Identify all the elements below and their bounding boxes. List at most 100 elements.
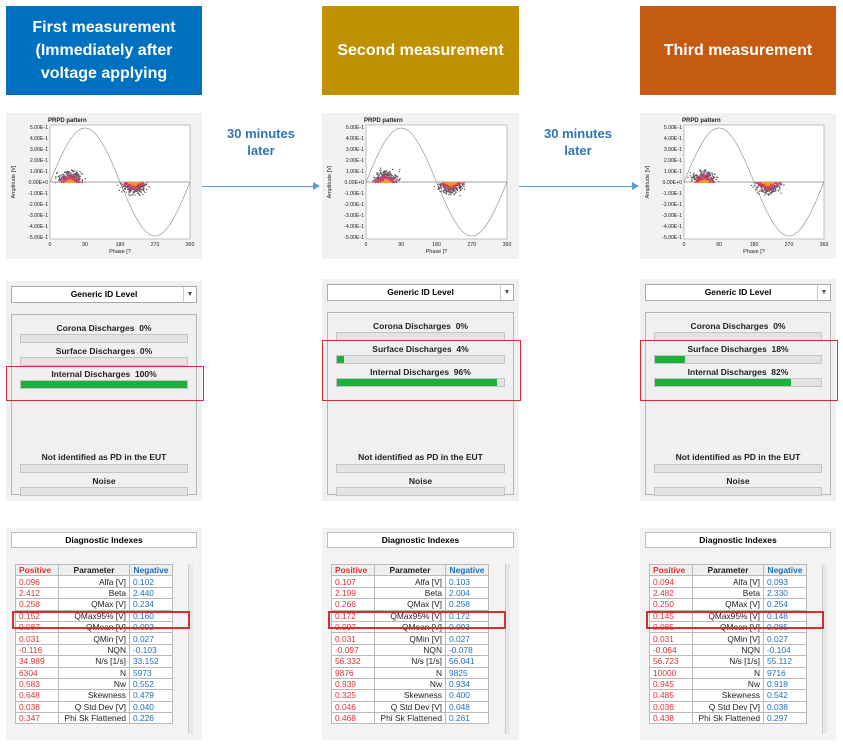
diagnostic-title: Diagnostic Indexes bbox=[11, 532, 197, 548]
positive-value: 0.438 bbox=[649, 712, 693, 725]
positive-value: 2.412 bbox=[15, 586, 59, 600]
parameter-name: QMax [V] bbox=[58, 598, 130, 611]
y-tick-label: -4.00E-1 bbox=[662, 224, 682, 230]
table-row: 0.347 Phi Sk Flattened 0.226 bbox=[15, 712, 173, 725]
positive-value: 0.031 bbox=[331, 632, 375, 645]
corona-label: Corona Discharges 0% bbox=[690, 321, 786, 331]
y-tick-label: -3.00E-1 bbox=[662, 213, 682, 219]
highlight-box-internal-3 bbox=[640, 340, 838, 401]
parameter-name: Alfa [V] bbox=[692, 575, 764, 588]
parameter-name: QMax [V] bbox=[692, 598, 764, 611]
y-tick-label: -2.00E-1 bbox=[344, 202, 364, 208]
not-identified-bar bbox=[336, 464, 505, 473]
y-tick-label: 5.00E-1 bbox=[346, 125, 364, 131]
pd-scatter bbox=[687, 169, 785, 196]
pd-scatter bbox=[55, 169, 150, 197]
parameter-name: NQN bbox=[58, 643, 130, 657]
col-negative: Negative bbox=[129, 563, 173, 577]
table-scrollbar[interactable] bbox=[188, 564, 193, 734]
noise-label: Noise bbox=[92, 476, 116, 486]
x-tick-label: 270 bbox=[467, 242, 476, 248]
parameter-name: Skewness bbox=[58, 689, 130, 702]
parameter-name: Skewness bbox=[374, 689, 446, 702]
positive-value: 6304 bbox=[15, 666, 59, 679]
sine-reference-curve bbox=[683, 127, 825, 237]
pd-scatter bbox=[372, 167, 466, 197]
chevron-down-icon[interactable]: ▼ bbox=[183, 287, 196, 302]
diagnostic-table: Positive Parameter Negative 0.096 Alfa [V… bbox=[15, 563, 173, 725]
parameter-name: Beta bbox=[692, 586, 764, 600]
negative-value: 0.027 bbox=[763, 632, 807, 645]
negative-value: 9825 bbox=[445, 666, 489, 679]
positive-value: 0.096 bbox=[15, 575, 59, 588]
y-tick-label: 2.00E-1 bbox=[30, 158, 48, 164]
chevron-down-icon[interactable]: ▼ bbox=[500, 285, 513, 300]
header-third-measurement: Third measurement bbox=[640, 6, 836, 95]
y-tick-label: 0.00E+0 bbox=[663, 180, 683, 186]
generic-id-level-select[interactable]: Generic ID Level ▼ bbox=[327, 284, 514, 301]
table-scrollbar[interactable] bbox=[505, 564, 510, 734]
y-tick-label: 0.00E+0 bbox=[29, 180, 49, 186]
prpd-plot-3: PRPD pattern 5.00E-1 4.00E-1 3.00E-1 2.00E-1… bbox=[640, 113, 836, 259]
table-row: 0.250 QMax [V] 0.254 bbox=[649, 598, 807, 611]
y-tick-label: -1.00E-1 bbox=[662, 191, 682, 197]
chevron-down-icon[interactable]: ▼ bbox=[817, 285, 830, 300]
parameter-name: QMin [V] bbox=[692, 632, 764, 645]
y-tick-label: 2.00E-1 bbox=[346, 158, 364, 164]
positive-value: 0.945 bbox=[649, 677, 693, 691]
noise-label: Noise bbox=[408, 476, 433, 486]
table-row: 0.266 QMax [V] 0.258 bbox=[331, 598, 489, 611]
diagnostic-table: Positive Parameter Negative 0.094 Alfa [V… bbox=[649, 563, 807, 725]
y-tick-label: 1.00E-1 bbox=[30, 169, 48, 175]
x-tick-label: 0 bbox=[683, 242, 686, 248]
x-tick-label: 0 bbox=[365, 242, 368, 248]
parameter-name: QMin [V] bbox=[374, 632, 446, 645]
negative-value: 0.400 bbox=[445, 689, 489, 702]
col-negative: Negative bbox=[763, 563, 807, 577]
positive-value: 10000 bbox=[649, 666, 693, 679]
surface-label: Surface Discharges 18% bbox=[687, 344, 789, 354]
generic-id-level-select[interactable]: Generic ID Level ▼ bbox=[11, 286, 197, 303]
parameter-name: Alfa [V] bbox=[374, 575, 446, 588]
positive-value: 0.648 bbox=[15, 689, 59, 702]
not-identified-label: Not identified as PD in the EUT bbox=[675, 452, 801, 462]
parameter-name: Nw bbox=[692, 677, 764, 691]
diagnostic-panel-3: Diagnostic Indexes Positive Parameter Ne… bbox=[640, 528, 836, 740]
header-first-measurement: First measurement (Immediately after vol… bbox=[6, 6, 202, 95]
negative-value: 0.103 bbox=[445, 575, 489, 588]
negative-value: 0.040 bbox=[129, 700, 173, 714]
negative-value: 0.048 bbox=[445, 700, 489, 714]
negative-value: 0.226 bbox=[129, 712, 173, 725]
y-tick-label: 5.00E-1 bbox=[30, 125, 48, 131]
col-parameter: Parameter bbox=[692, 563, 764, 577]
table-row: 0.258 QMax [V] 0.234 bbox=[15, 598, 173, 611]
corona-bar bbox=[20, 334, 188, 343]
negative-value: 0.093 bbox=[763, 575, 807, 588]
arrow-label-1: 30 minutes later bbox=[227, 126, 295, 158]
not-identified-bar bbox=[654, 464, 822, 473]
col-parameter: Parameter bbox=[58, 563, 130, 577]
negative-value: 0.918 bbox=[763, 677, 807, 691]
plot-title: PRPD pattern bbox=[364, 118, 403, 124]
y-tick-label: -5.00E-1 bbox=[344, 235, 364, 241]
parameter-name: N bbox=[692, 666, 764, 679]
surface-label: Surface Discharges 4% bbox=[372, 344, 469, 354]
internal-bar bbox=[336, 378, 505, 387]
y-tick-label: 3.00E-1 bbox=[30, 147, 48, 153]
table-row: 0.031 QMin [V] 0.027 bbox=[15, 632, 173, 645]
negative-value: -0.078 bbox=[445, 643, 489, 657]
table-row: 0.038 Q Std Dev [V] 0.040 bbox=[15, 700, 173, 714]
parameter-name: QMax [V] bbox=[374, 598, 446, 611]
table-scrollbar[interactable] bbox=[822, 564, 827, 734]
table-row: 2.482 Beta 2.330 bbox=[649, 586, 807, 600]
y-tick-label: -1.00E-1 bbox=[28, 191, 48, 197]
positive-value: 0.266 bbox=[331, 598, 375, 611]
generic-id-level-select[interactable]: Generic ID Level ▼ bbox=[645, 284, 831, 301]
arrow-1-line bbox=[202, 186, 314, 187]
y-tick-label: -5.00E-1 bbox=[28, 235, 48, 241]
noise-label: Noise bbox=[726, 476, 750, 486]
positive-value: 2.482 bbox=[649, 586, 693, 600]
positive-value: -0.116 bbox=[15, 643, 59, 657]
internal-bar-fill bbox=[655, 379, 792, 386]
